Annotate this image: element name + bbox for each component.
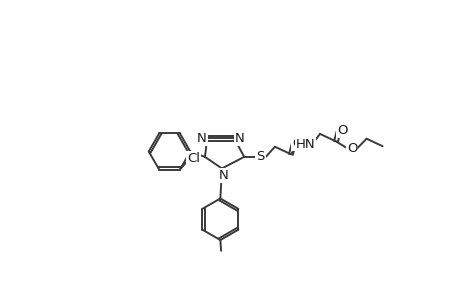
Text: O: O [291,136,302,149]
Text: O: O [336,124,347,137]
Text: Cl: Cl [187,152,200,165]
Text: N: N [218,169,228,182]
Text: S: S [256,150,264,164]
Text: O: O [346,142,357,155]
Text: HN: HN [295,138,314,151]
Text: N: N [234,132,244,145]
Text: N: N [196,132,206,145]
